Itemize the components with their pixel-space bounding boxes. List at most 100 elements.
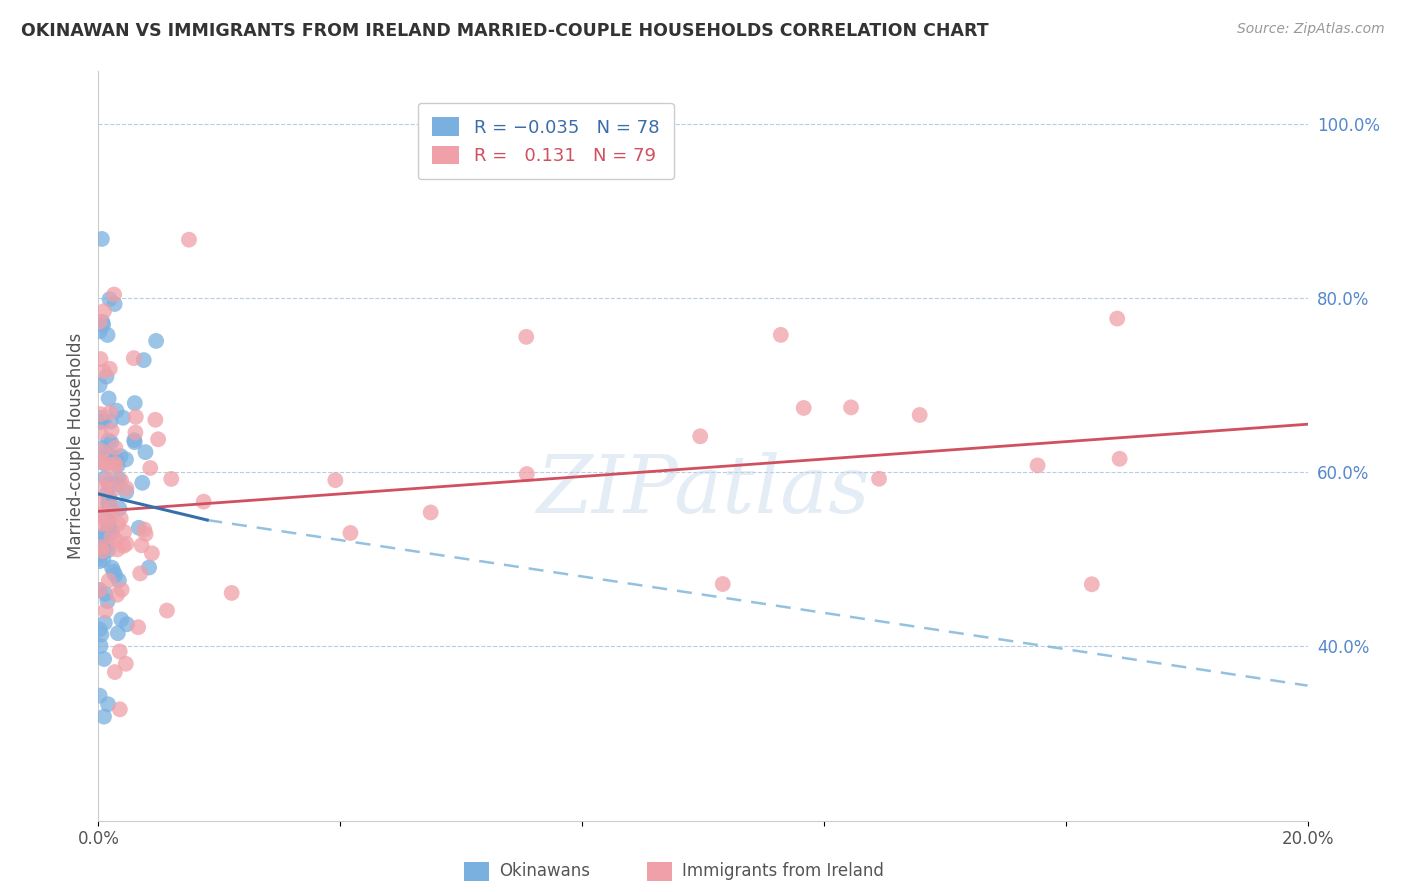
Point [110,511,132,525]
Point [90,411,112,425]
Point [89,415,111,429]
Point [516,467,538,481]
Point [134,445,156,459]
Point [97,477,120,491]
Point [108,501,131,516]
Point [104,460,127,475]
Point [839,401,862,415]
Point [93,364,115,378]
Point [146,432,169,446]
Point [97,574,120,588]
Point [96,328,118,343]
Point [89,689,111,703]
Point [110,612,132,626]
Point [89,378,111,392]
Point [89,425,111,440]
Point [100,500,122,515]
Point [97,698,120,712]
Point [91,444,114,458]
Point [91,315,114,329]
Point [1108,451,1130,466]
Point [1081,577,1104,591]
Point [107,516,129,531]
Point [105,533,128,548]
Point [98,406,121,420]
Point [112,524,135,539]
Point [145,334,167,348]
Point [91,441,114,455]
Point [122,433,145,447]
Point [90,232,112,246]
Point [111,582,134,597]
Point [94,541,117,555]
Point [105,403,128,417]
Point [104,665,127,679]
Point [101,560,124,574]
Point [89,623,111,637]
Point [124,425,146,440]
Point [97,434,120,448]
Point [135,527,157,541]
Point [221,586,243,600]
Point [132,353,155,368]
Point [89,554,111,568]
Point [107,626,129,640]
Point [124,435,146,450]
Point [139,461,162,475]
Point [93,709,115,723]
Point [90,407,112,421]
Point [98,508,121,522]
Point [90,540,112,554]
Point [90,548,112,562]
Point [127,620,149,634]
Point [134,523,156,537]
Point [108,472,131,486]
Point [115,617,138,632]
Point [91,318,114,332]
Point [97,543,120,558]
Point [93,304,115,318]
Point [115,452,138,467]
Point [96,487,118,501]
Point [89,582,111,597]
Point [104,568,127,582]
Point [515,330,537,344]
Point [94,615,117,630]
Point [100,424,122,438]
Point [104,457,127,471]
Point [90,639,112,653]
Point [793,401,815,415]
Point [110,449,132,463]
Point [129,566,152,581]
Point [112,539,135,553]
Point [114,657,136,671]
Point [89,496,111,510]
Point [769,327,792,342]
Point [103,565,125,579]
Point [104,450,127,465]
Point [108,574,131,588]
Point [98,491,121,506]
Point [104,454,127,468]
Point [108,702,131,716]
Point [96,457,118,471]
Point [97,392,120,406]
Point [89,315,111,329]
Point [131,538,153,552]
Point [94,527,117,541]
Point [97,514,120,528]
Point [97,447,120,461]
Point [108,644,131,658]
Text: OKINAWAN VS IMMIGRANTS FROM IRELAND MARRIED-COUPLE HOUSEHOLDS CORRELATION CHART: OKINAWAN VS IMMIGRANTS FROM IRELAND MARR… [21,22,988,40]
Point [96,369,118,384]
Point [91,529,114,543]
Point [689,429,711,443]
Point [96,516,118,530]
Point [143,413,166,427]
Point [105,588,128,602]
Point [89,583,111,598]
Text: Okinawans: Okinawans [499,863,591,880]
Point [115,537,138,551]
Point [124,396,146,410]
Point [100,415,122,429]
